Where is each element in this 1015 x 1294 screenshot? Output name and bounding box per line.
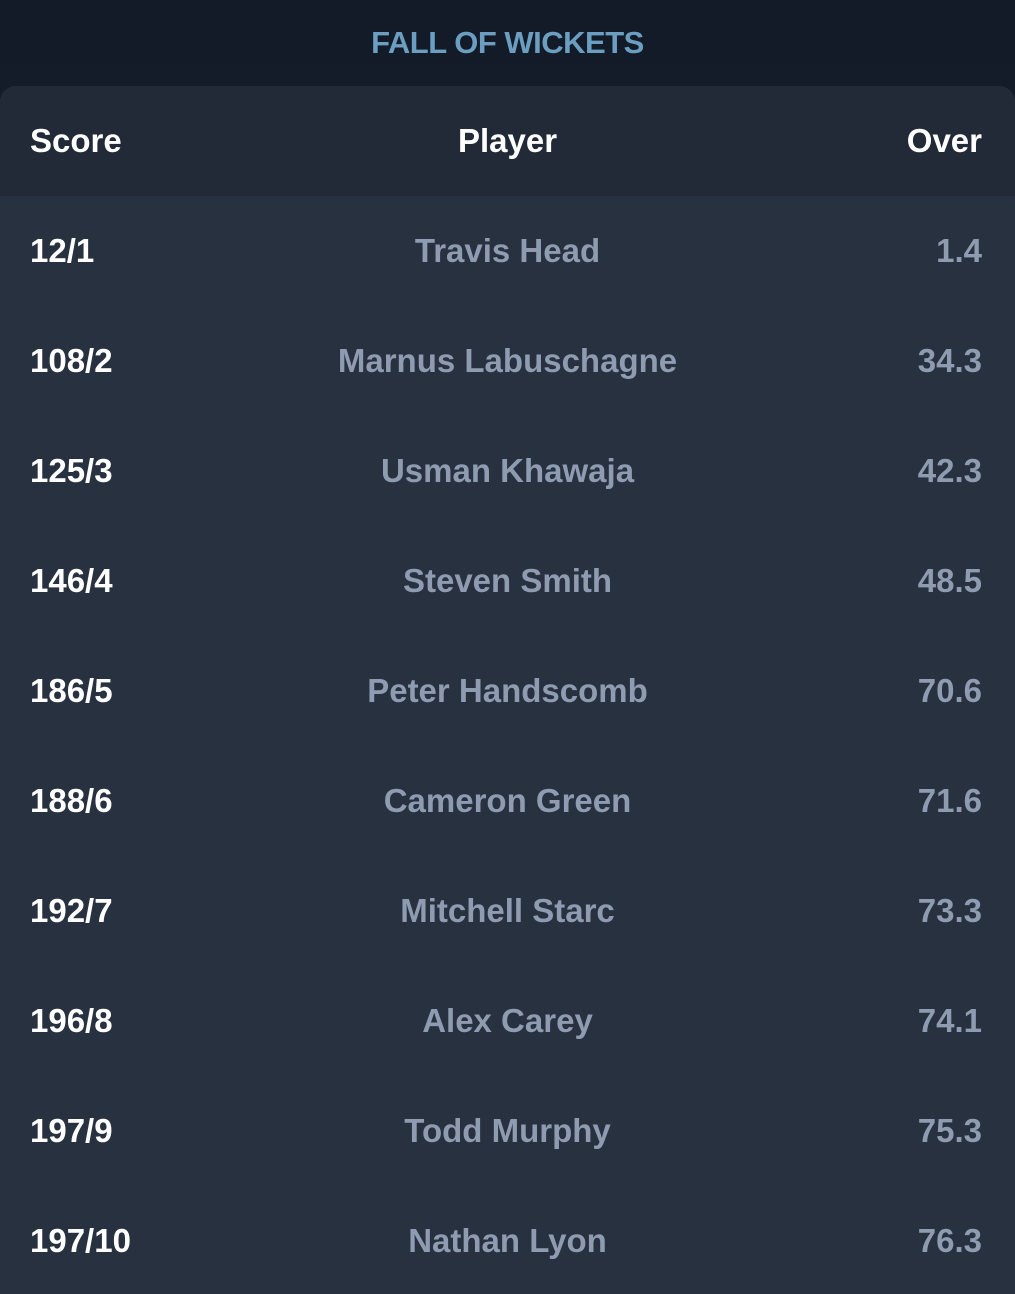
table-row: 192/7 Mitchell Starc 73.3	[0, 856, 1015, 966]
wicket-score: 12/1	[30, 232, 95, 269]
wicket-score: 192/7	[30, 892, 113, 929]
wicket-over: 75.3	[917, 1112, 982, 1149]
wicket-score: 108/2	[30, 342, 113, 379]
table-row: 197/9 Todd Murphy 75.3	[0, 1076, 1015, 1186]
wicket-score: 125/3	[30, 452, 113, 489]
table-row: 197/10 Nathan Lyon 76.3	[0, 1186, 1015, 1294]
wicket-over: 48.5	[917, 562, 982, 599]
wicket-over: 71.6	[917, 782, 982, 819]
column-header-over: Over	[906, 122, 982, 159]
table-row: 125/3 Usman Khawaja 42.3	[0, 416, 1015, 526]
column-header-score: Score	[30, 122, 122, 159]
wicket-player: Travis Head	[414, 232, 601, 269]
table-row: 12/1 Travis Head 1.4	[0, 196, 1015, 306]
wicket-score: 146/4	[30, 562, 113, 599]
wicket-over: 1.4	[936, 232, 982, 269]
table-header: Score Player Over	[0, 86, 1015, 196]
wicket-player: Marnus Labuschagne	[337, 342, 678, 379]
wicket-player: Steven Smith	[402, 562, 613, 599]
table-row: 108/2 Marnus Labuschagne 34.3	[0, 306, 1015, 416]
column-header-player: Player	[457, 122, 558, 159]
wicket-score: 188/6	[30, 782, 113, 819]
wicket-score: 197/9	[30, 1112, 113, 1149]
wicket-player: Alex Carey	[422, 1002, 593, 1039]
wicket-player: Cameron Green	[383, 782, 632, 819]
wicket-score: 197/10	[30, 1222, 131, 1259]
table-body: 12/1 Travis Head 1.4 108/2 Marnus Labusc…	[0, 196, 1015, 1294]
section-title: FALL OF WICKETS	[371, 25, 644, 60]
table-row: 188/6 Cameron Green 71.6	[0, 746, 1015, 856]
wicket-over: 76.3	[917, 1222, 982, 1259]
wicket-player: Todd Murphy	[404, 1112, 611, 1149]
table-row: 146/4 Steven Smith 48.5	[0, 526, 1015, 636]
wicket-over: 73.3	[917, 892, 982, 929]
wickets-table: Score Player Over 12/1 Travis Head 1.4 1…	[0, 86, 1015, 1294]
table-row: 196/8 Alex Carey 74.1	[0, 966, 1015, 1076]
wicket-player: Mitchell Starc	[400, 892, 615, 929]
wicket-score: 186/5	[30, 672, 113, 709]
wicket-over: 34.3	[917, 342, 982, 379]
table-row: 186/5 Peter Handscomb 70.6	[0, 636, 1015, 746]
wicket-over: 42.3	[917, 452, 982, 489]
wicket-over: 70.6	[917, 672, 982, 709]
wicket-player: Usman Khawaja	[380, 452, 635, 489]
wicket-over: 74.1	[917, 1002, 982, 1039]
wicket-score: 196/8	[30, 1002, 113, 1039]
wicket-player: Peter Handscomb	[367, 672, 648, 709]
wicket-player: Nathan Lyon	[408, 1222, 607, 1259]
